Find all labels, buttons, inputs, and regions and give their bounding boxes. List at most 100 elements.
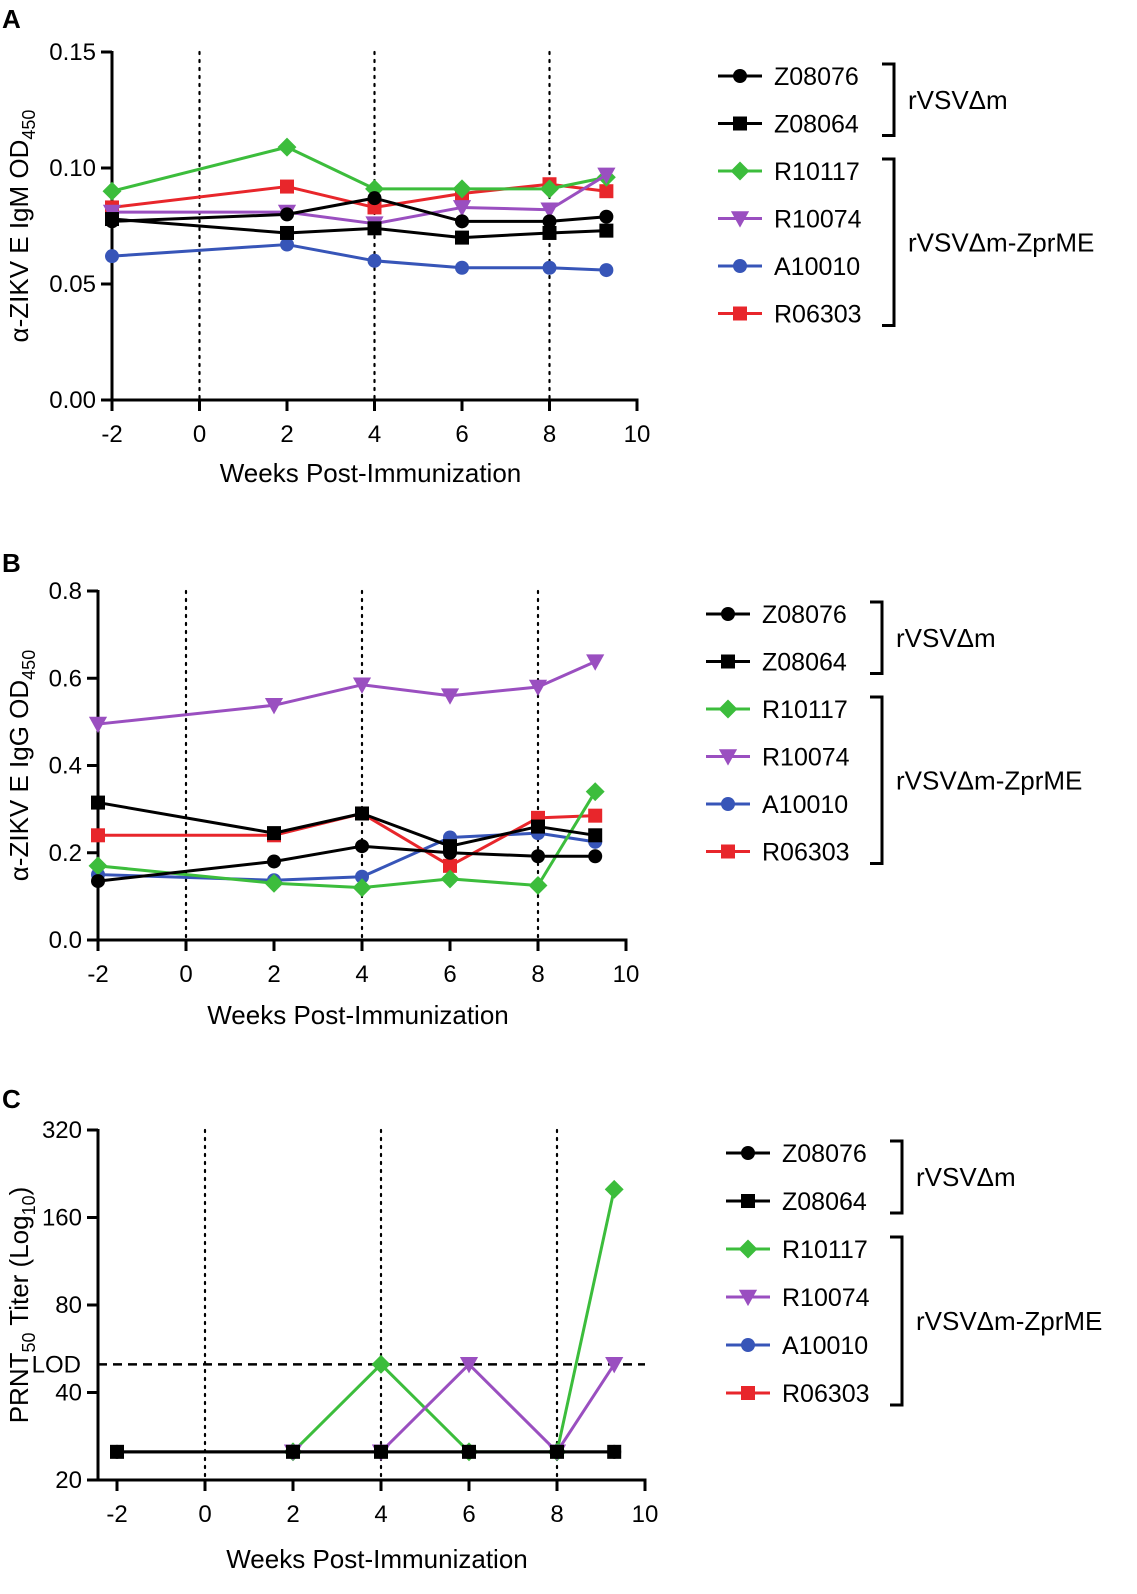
data-point [91, 795, 105, 810]
data-point [367, 253, 382, 268]
legend-label: Z08076 [774, 63, 859, 91]
legend-label: R10117 [774, 158, 860, 186]
x-tick-label: 2 [267, 961, 280, 988]
series-line [97, 790, 597, 890]
group-bracket: rVSVΔm [882, 62, 1008, 137]
data-point [528, 679, 548, 697]
legend-marker [730, 161, 750, 181]
data-point [264, 698, 284, 715]
data-point [264, 873, 284, 893]
series-line [111, 243, 607, 272]
data-point [540, 202, 559, 219]
data-point [542, 260, 557, 275]
group-bracket: rVSVΔm [890, 1139, 1016, 1215]
x-tick-label: 10 [613, 961, 640, 988]
series-Z08076 [91, 839, 603, 889]
y-tick-label: 160 [42, 1205, 82, 1232]
x-tick-label: -2 [101, 421, 122, 448]
group-bracket: rVSVΔm-ZprME [882, 157, 1094, 327]
legend-marker [718, 699, 738, 719]
bracket-line [870, 600, 884, 675]
legend-marker [741, 1146, 755, 1160]
lod-label: LOD [32, 1351, 81, 1378]
legend-label: Z08064 [774, 111, 859, 139]
legend-marker [741, 1194, 755, 1208]
series-line [112, 173, 608, 226]
data-point [277, 137, 297, 157]
legend-marker [721, 607, 735, 621]
legend-label: R06303 [762, 839, 850, 867]
legend-marker [718, 749, 738, 766]
data-point [286, 1444, 300, 1459]
data-point [550, 1444, 564, 1459]
data-point [542, 225, 557, 240]
data-point [599, 209, 614, 224]
panel-label: A [2, 4, 21, 34]
x-tick-label: 2 [280, 421, 293, 448]
data-point [105, 249, 119, 264]
data-point [440, 869, 460, 889]
group-label: rVSVΔm-ZprME [908, 227, 1094, 257]
y-tick-label: 0.4 [49, 753, 82, 780]
data-point [605, 1357, 624, 1374]
series-line [97, 844, 596, 883]
legend-label: A10010 [774, 253, 860, 281]
bracket-line [890, 1139, 904, 1215]
data-point [528, 876, 548, 895]
data-point [588, 849, 603, 864]
data-point [455, 230, 469, 245]
legend-label: R10074 [774, 206, 862, 234]
legend-marker [730, 211, 750, 228]
group-bracket: rVSVΔm-ZprME [890, 1235, 1102, 1407]
legend-label: R10074 [782, 1284, 870, 1312]
x-tick-label: 6 [462, 1501, 475, 1528]
series-R10074 [88, 654, 605, 734]
group-label: rVSVΔm-ZprME [916, 1306, 1102, 1336]
data-point [355, 806, 369, 821]
legend-marker [738, 1289, 758, 1307]
y-tick-label: 0.00 [49, 387, 96, 414]
data-point [586, 654, 605, 671]
y-tick-label: 320 [42, 1117, 82, 1144]
data-point [280, 225, 294, 240]
data-point [455, 260, 469, 275]
data-point [371, 1354, 391, 1374]
legend: Z08076 Z08064 R10117 R10074 A10010 R06303 rVSV… [718, 62, 1094, 329]
legend-marker [721, 797, 735, 811]
y-axis-title: PRNT50 Titer (Log10) [4, 1187, 39, 1424]
data-point [280, 237, 294, 252]
group-label: rVSVΔm [916, 1162, 1016, 1192]
data-point [443, 858, 457, 873]
legend: Z08076 Z08064 R10117 R10074 A10010 R06303 rVSV… [726, 1139, 1102, 1408]
series-R10117 [283, 1179, 624, 1462]
legend-marker [741, 1338, 755, 1352]
data-point [452, 200, 472, 217]
group-label: rVSVΔm [908, 85, 1008, 115]
panel-label: B [2, 548, 21, 578]
x-tick-label: -2 [106, 1501, 127, 1528]
data-point [455, 214, 469, 229]
data-point [88, 716, 108, 734]
x-tick-label: 0 [193, 421, 206, 448]
data-point [91, 874, 105, 889]
data-point [367, 191, 382, 206]
data-point [531, 849, 545, 864]
data-point [440, 688, 460, 705]
series-line [111, 182, 607, 209]
data-point [280, 207, 294, 222]
bracket-line [870, 695, 884, 865]
x-tick-label: 8 [543, 421, 556, 448]
x-tick-label: 10 [624, 421, 651, 448]
panel-b: B 0.0 0.2 0.4 0.6 0.8 -2 0 2 4 6 8 10 Weeks Post-Immu… [2, 548, 1082, 1030]
x-tick-label: 10 [632, 1501, 659, 1528]
x-axis-title: Weeks Post-Immunization [226, 1544, 528, 1574]
y-tick-label: 0.05 [49, 271, 96, 298]
data-point [599, 223, 614, 238]
group-label: rVSVΔm [896, 623, 996, 653]
legend-label: R10117 [782, 1236, 868, 1264]
legend-marker [733, 259, 747, 273]
series-R10117 [88, 782, 605, 898]
legend-marker [733, 306, 747, 321]
legend-label: Z08064 [782, 1188, 867, 1216]
